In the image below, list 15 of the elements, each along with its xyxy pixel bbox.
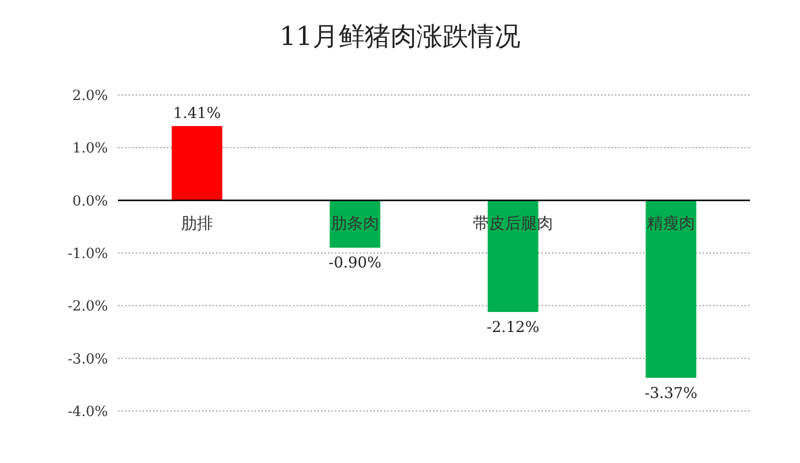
y-tick-label: 1.0% <box>72 140 108 157</box>
data-label: -3.37% <box>644 384 698 402</box>
y-tick-label: 2.0% <box>72 88 108 104</box>
y-tick-label: -4.0% <box>68 404 108 420</box>
data-label: 1.41% <box>173 104 221 122</box>
x-tick-label: 肋条肉 <box>331 213 379 232</box>
y-tick-label: 0.0% <box>72 193 108 210</box>
x-tick-label: 肋排 <box>181 213 213 232</box>
y-tick-label: -3.0% <box>68 351 108 368</box>
x-tick-label: 精瘦肉 <box>647 213 695 232</box>
chart-title: 11月鲜猪肉涨跌情况 <box>279 22 521 52</box>
y-tick-label: -1.0% <box>68 246 108 262</box>
data-label: -0.90% <box>328 254 382 272</box>
y-tick-label: -2.0% <box>68 298 108 315</box>
data-label: -2.12% <box>486 318 540 336</box>
